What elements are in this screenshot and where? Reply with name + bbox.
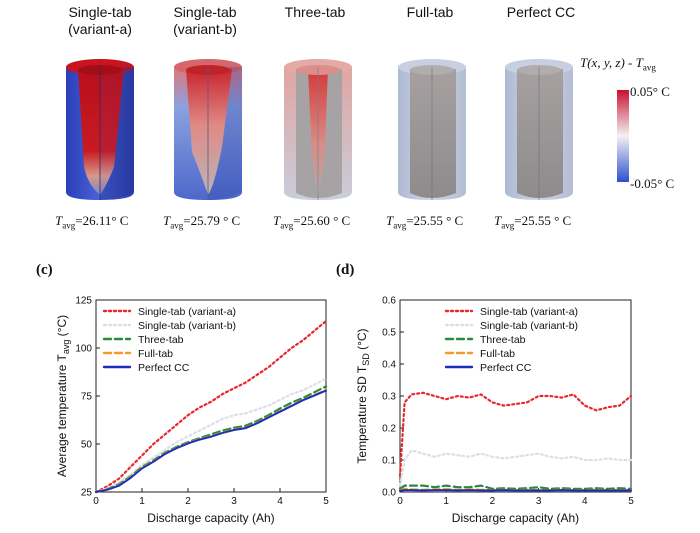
x-tick-label: 2 bbox=[185, 496, 191, 507]
y-tick-label: 75 bbox=[81, 392, 93, 403]
chart-d: 0 1 2 3 4 5 0.0 0.1 0.2 0.3 0.4 0.5 0.6 Discharge cap… bbox=[355, 296, 634, 526]
colorbar-gradient bbox=[617, 90, 629, 182]
colorbar-max-label: 0.05° C bbox=[630, 84, 670, 99]
y-tick-label: 0.1 bbox=[382, 456, 396, 467]
cell-three-tab bbox=[284, 59, 352, 200]
cell-tavg-single-tab-a: Tavg=26.11° C bbox=[55, 213, 129, 231]
y-tick-label: 0.5 bbox=[382, 328, 396, 339]
legend-label-2: Three-tab bbox=[480, 334, 526, 346]
legend-label-0: Single-tab (variant-a) bbox=[480, 306, 578, 318]
cell-tavg-single-tab-b: Tavg=25.79 ° C bbox=[163, 213, 241, 231]
legend-label-3: Full-tab bbox=[138, 348, 173, 360]
y-tick-label: 50 bbox=[81, 440, 93, 451]
y-tick-label: 125 bbox=[75, 296, 92, 307]
x-tick-label: 3 bbox=[536, 496, 542, 507]
chart-c: 0 1 2 3 4 5 25 50 75 100 125 Discharge capacity (Ah… bbox=[55, 296, 329, 526]
y-tick-label: 0.2 bbox=[382, 424, 396, 435]
x-tick-label: 3 bbox=[231, 496, 237, 507]
cell-title-three-tab: Three-tab bbox=[284, 4, 346, 20]
legend-label-0: Single-tab (variant-a) bbox=[138, 306, 236, 318]
legend-label-2: Three-tab bbox=[138, 334, 184, 346]
y-tick-label: 100 bbox=[75, 344, 92, 355]
legend-label-1: Single-tab (variant-b) bbox=[138, 320, 236, 332]
y-tick-label: 0.4 bbox=[382, 360, 396, 371]
series-line-4 bbox=[95, 389, 327, 493]
cell-tavg-full-tab: Tavg=25.55 ° C bbox=[386, 213, 464, 231]
cell-single-tab-variant-a bbox=[66, 59, 134, 200]
x-tick-label: 4 bbox=[582, 496, 588, 507]
cell-title-single-tab-a: Single-tab (variant-a) bbox=[68, 4, 132, 37]
x-tick-label: 0 bbox=[93, 496, 99, 507]
series-line-1 bbox=[398, 449, 633, 487]
x-tick-label: 1 bbox=[443, 496, 449, 507]
series-line-0 bbox=[94, 320, 328, 494]
x-tick-label: 0 bbox=[397, 496, 403, 507]
cell-renderings bbox=[66, 59, 629, 200]
x-tick-label: 5 bbox=[323, 496, 329, 507]
y-tick-label: 25 bbox=[81, 488, 93, 499]
cell-title-full-tab: Full-tab bbox=[406, 4, 454, 20]
x-tick-label: 2 bbox=[490, 496, 496, 507]
cell-single-tab-variant-b bbox=[174, 59, 242, 200]
cell-title-perfect-cc: Perfect CC bbox=[506, 4, 576, 20]
y-tick-label: 0.0 bbox=[382, 488, 396, 499]
series-line-2 bbox=[398, 484, 633, 490]
x-tick-label: 1 bbox=[139, 496, 145, 507]
x-tick-label: 4 bbox=[277, 496, 283, 507]
panel-label-d: (d) bbox=[336, 262, 355, 278]
y-axis-title: Average temperature Tavg (°C) bbox=[55, 315, 71, 477]
y-tick-label: 0.3 bbox=[382, 392, 396, 403]
series-line-1 bbox=[94, 377, 328, 494]
cell-tavg-three-tab: Tavg=25.60 ° C bbox=[273, 213, 351, 231]
y-tick-label: 0.6 bbox=[382, 296, 396, 307]
cell-full-tab bbox=[398, 59, 466, 200]
x-axis-title: Discharge capacity (Ah) bbox=[452, 511, 579, 525]
legend-label-3: Full-tab bbox=[480, 348, 515, 360]
legend-label-4: Perfect CC bbox=[138, 362, 190, 374]
legend-label-4: Perfect CC bbox=[480, 362, 532, 374]
x-axis-title: Discharge capacity (Ah) bbox=[147, 511, 274, 525]
legend-label-1: Single-tab (variant-b) bbox=[480, 320, 578, 332]
cell-perfect-cc bbox=[505, 59, 573, 200]
colorbar-title: T(x, y, z) - Tavg bbox=[580, 55, 656, 73]
x-tick-label: 5 bbox=[628, 496, 634, 507]
series-line-4 bbox=[399, 489, 632, 492]
series-line-0 bbox=[398, 391, 633, 478]
colorbar-min-label: -0.05° C bbox=[630, 176, 675, 191]
cell-title-single-tab-b: Single-tab (variant-b) bbox=[173, 4, 237, 37]
y-axis-title: Temperature SD TSD (°C) bbox=[355, 328, 371, 463]
panel-label-c: (c) bbox=[36, 262, 53, 278]
cell-tavg-perfect-cc: Tavg=25.55 ° C bbox=[494, 213, 572, 231]
